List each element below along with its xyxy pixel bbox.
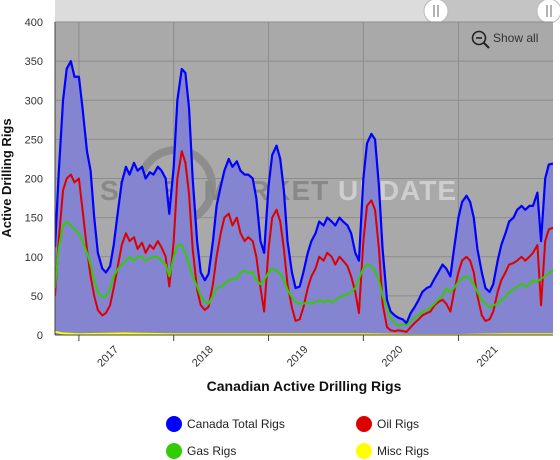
- watermark-text-right: UPDATE: [338, 175, 457, 206]
- legend-item-canada-total[interactable]: Canada Total Rigs: [166, 416, 285, 432]
- legend-label-gas: Gas Rigs: [187, 444, 236, 458]
- grip-lines-icon: [433, 5, 439, 17]
- x-tick-label: 2019: [285, 344, 311, 370]
- navigator-left-handle[interactable]: [423, 0, 449, 24]
- y-tick-label: 150: [25, 213, 43, 225]
- series-layer: [55, 60, 553, 335]
- legend-item-misc[interactable]: Misc Rigs: [356, 443, 429, 459]
- y-axis-ticks: 0 50 100 150 200 250 300 350 400: [25, 17, 43, 342]
- legend-marker-oil: [356, 416, 372, 432]
- show-all-label: Show all: [493, 31, 538, 45]
- x-axis-ticks: 2017 2018 2019 2020 2021: [78, 335, 501, 370]
- y-tick-label: 100: [25, 252, 43, 264]
- y-tick-label: 50: [31, 291, 43, 303]
- navigator-window[interactable]: [55, 0, 435, 22]
- grip-lines-icon: [546, 5, 552, 17]
- y-tick-label: 350: [25, 56, 43, 68]
- series-line-oil-rigs: [55, 150, 553, 333]
- y-tick-label: 400: [25, 17, 43, 29]
- x-tick-label: 2017: [95, 344, 121, 370]
- x-tick-label: 2018: [190, 344, 216, 370]
- y-tick-label: 300: [25, 95, 43, 107]
- series-line-gas-rigs: [55, 220, 553, 327]
- y-tick-label: 200: [25, 174, 43, 186]
- legend-label-misc: Misc Rigs: [377, 444, 429, 458]
- y-axis-title: Active Drilling Rigs: [0, 118, 14, 237]
- x-tick-label: 2020: [380, 344, 406, 370]
- legend-marker-gas: [166, 443, 182, 459]
- show-all-button[interactable]: Show all: [464, 27, 546, 49]
- legend-item-oil[interactable]: Oil Rigs: [356, 416, 419, 432]
- series-line-canada-total-rigs: [55, 60, 553, 325]
- legend-label-oil: Oil Rigs: [377, 417, 419, 431]
- legend: Canada Total Rigs Oil Rigs Gas Rigs Misc…: [166, 416, 429, 459]
- chart-title: Canadian Active Drilling Rigs: [207, 378, 402, 394]
- legend-marker-misc: [356, 443, 372, 459]
- area-canada-total-rigs: [55, 61, 553, 335]
- y-tick-label: 250: [25, 134, 43, 146]
- series-line-misc-rigs: [55, 330, 553, 335]
- navigator-right-handle[interactable]: [536, 0, 560, 24]
- legend-label-canada-total: Canada Total Rigs: [187, 417, 285, 431]
- legend-marker-canada-total: [166, 416, 182, 432]
- zoom-out-icon: [471, 30, 490, 49]
- legend-item-gas[interactable]: Gas Rigs: [166, 443, 236, 459]
- y-tick-label: 0: [37, 330, 43, 342]
- x-tick-label: 2021: [475, 344, 501, 370]
